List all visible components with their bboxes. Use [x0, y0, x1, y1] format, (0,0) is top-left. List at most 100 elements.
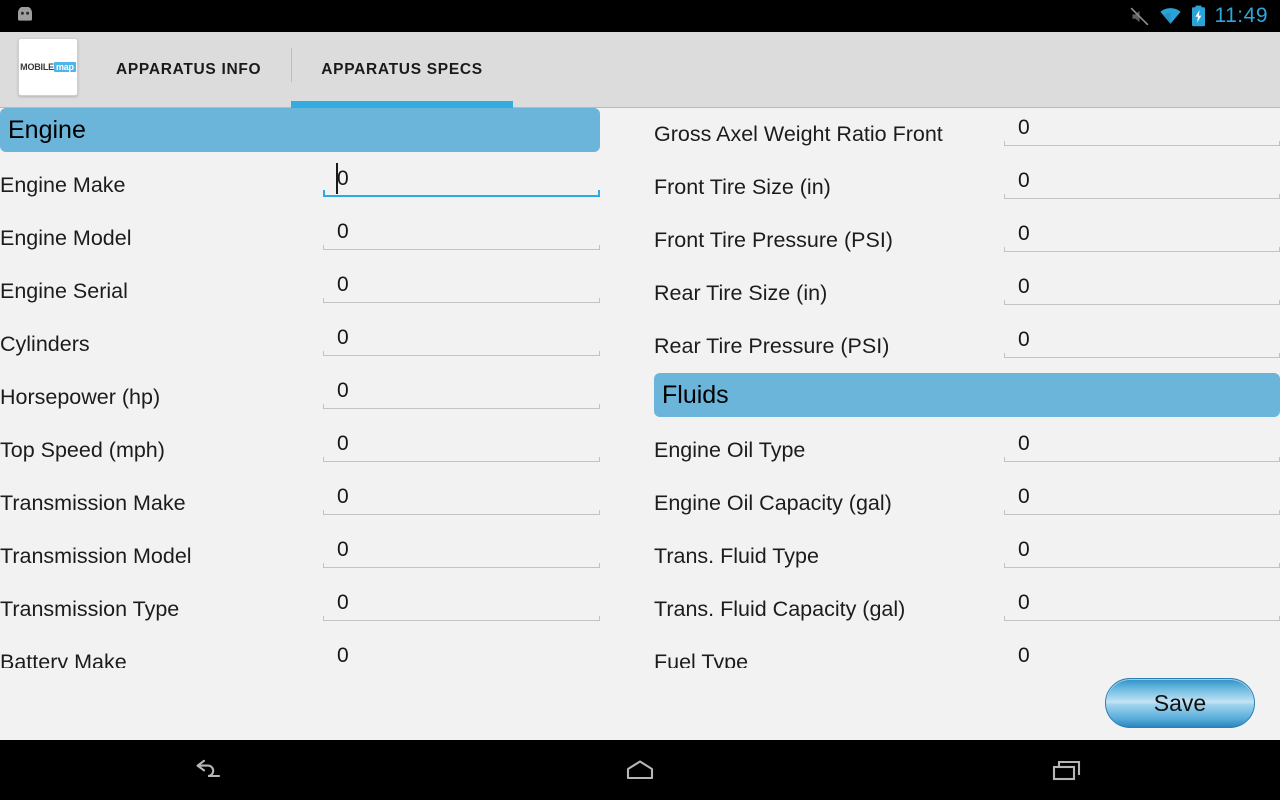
field-cylinders-value: 0	[337, 326, 349, 349]
field-top-speed-mph-input[interactable]: 0	[323, 430, 600, 470]
recents-icon	[1052, 760, 1080, 781]
input-underline	[1004, 616, 1280, 621]
field-engine-serial-label: Engine Serial	[0, 279, 128, 303]
field-gross-axel-weight-ratio-front-label: Gross Axel Weight Ratio Front	[654, 122, 943, 146]
form-row: Horsepower (hp) 0	[0, 371, 600, 424]
input-underline	[1004, 353, 1280, 358]
input-underline	[1004, 563, 1280, 568]
form-row: Transmission Type 0	[0, 583, 600, 636]
tab-bar: MOBILE map APPARATUS INFO APPARATUS SPECS	[0, 32, 1280, 108]
field-engine-oil-capacity-gal-input[interactable]: 0	[1004, 483, 1280, 523]
field-engine-model-input[interactable]: 0	[323, 218, 600, 258]
field-front-tire-pressure-psi-input[interactable]: 0	[1004, 220, 1280, 260]
status-bar-right: 11:49	[1129, 4, 1280, 28]
input-underline	[1004, 300, 1280, 305]
field-engine-serial-input[interactable]: 0	[323, 271, 600, 311]
field-engine-make-label: Engine Make	[0, 173, 126, 197]
form-row: Front Tire Size (in) 0	[654, 161, 1280, 214]
field-transmission-type-value: 0	[337, 591, 349, 614]
field-engine-oil-capacity-gal-value: 0	[1018, 485, 1030, 508]
logo-text-mobile: MOBILE	[20, 62, 54, 72]
field-top-speed-mph-value: 0	[337, 432, 349, 455]
mute-icon	[1130, 7, 1148, 25]
status-bar: 11:49	[0, 0, 1280, 32]
status-bar-left	[0, 7, 36, 25]
section-header-fluids: Fluids	[654, 373, 1280, 417]
field-rear-tire-pressure-psi-value: 0	[1018, 328, 1030, 351]
mobilemap-logo[interactable]: MOBILE map	[18, 38, 78, 96]
field-rear-tire-pressure-psi-input[interactable]: 0	[1004, 326, 1280, 366]
field-gross-axel-weight-ratio-front-value: 0	[1018, 116, 1030, 139]
field-rear-tire-size-in-label: Rear Tire Size (in)	[654, 281, 828, 305]
field-horsepower-hp-input[interactable]: 0	[323, 377, 600, 417]
field-horsepower-hp-label: Horsepower (hp)	[0, 385, 161, 409]
form-row: Rear Tire Pressure (PSI) 0	[654, 320, 1280, 373]
form-row: Engine Serial 0	[0, 265, 600, 318]
field-battery-make-value: 0	[337, 644, 349, 667]
field-fuel-type-label: Fuel Type	[654, 650, 749, 668]
input-underline	[323, 190, 600, 197]
field-cylinders-input[interactable]: 0	[323, 324, 600, 364]
field-gross-axel-weight-ratio-front-input[interactable]: 0	[1004, 114, 1280, 154]
wifi-icon	[1159, 8, 1181, 24]
form-row: Transmission Model 0	[0, 530, 600, 583]
form-row: Transmission Make 0	[0, 477, 600, 530]
form-row: Battery Make 0	[0, 636, 600, 668]
field-front-tire-size-in-label: Front Tire Size (in)	[654, 175, 831, 199]
input-underline	[323, 298, 600, 303]
field-transmission-make-input[interactable]: 0	[323, 483, 600, 523]
tab-apparatus-info-label: APPARATUS INFO	[116, 61, 262, 78]
right-column: Gross Axel Weight Ratio Front 0 Front Tire…	[640, 108, 1280, 668]
field-trans-fluid-type-input[interactable]: 0	[1004, 536, 1280, 576]
field-engine-oil-type-input[interactable]: 0	[1004, 430, 1280, 470]
logo-text: MOBILE map	[20, 62, 76, 72]
form-row: Fuel Type 0	[654, 636, 1280, 668]
left-column-rows: Engine Make 0 Engine Model 0 Engine Serial 0 C…	[0, 159, 600, 668]
specs-form: Engine Engine Make 0 Engine Model 0 Engine S…	[0, 108, 1280, 668]
field-fuel-type-input[interactable]: 0	[1004, 642, 1280, 668]
field-engine-oil-capacity-gal-label: Engine Oil Capacity (gal)	[654, 491, 892, 515]
field-rear-tire-size-in-value: 0	[1018, 275, 1030, 298]
tab-apparatus-specs-label: APPARATUS SPECS	[321, 61, 483, 78]
form-row: Cylinders 0	[0, 318, 600, 371]
field-engine-oil-type-value: 0	[1018, 432, 1030, 455]
field-engine-model-value: 0	[337, 220, 349, 243]
back-button[interactable]	[153, 746, 273, 794]
field-trans-fluid-capacity-gal-value: 0	[1018, 591, 1030, 614]
form-row: Trans. Fluid Type 0	[654, 530, 1280, 583]
input-underline	[1004, 510, 1280, 515]
input-underline	[323, 457, 600, 462]
android-robot-icon	[18, 7, 32, 21]
form-row: Engine Oil Capacity (gal) 0	[654, 477, 1280, 530]
right-column-rows-bottom: Engine Oil Type 0 Engine Oil Capacity (gal…	[654, 424, 1280, 668]
field-transmission-model-input[interactable]: 0	[323, 536, 600, 576]
tab-apparatus-info[interactable]: APPARATUS INFO	[86, 32, 291, 108]
input-underline	[1004, 247, 1280, 252]
field-trans-fluid-type-value: 0	[1018, 538, 1030, 561]
field-battery-make-label: Battery Make	[0, 650, 127, 668]
save-button[interactable]: Save	[1105, 678, 1255, 728]
form-row: Front Tire Pressure (PSI) 0	[654, 214, 1280, 267]
left-column: Engine Engine Make 0 Engine Model 0 Engine S…	[0, 108, 640, 668]
field-transmission-model-value: 0	[337, 538, 349, 561]
field-engine-make-input[interactable]: 0	[323, 163, 600, 205]
field-trans-fluid-capacity-gal-label: Trans. Fluid Capacity (gal)	[654, 597, 906, 621]
input-underline	[323, 245, 600, 250]
tab-apparatus-specs[interactable]: APPARATUS SPECS	[291, 32, 513, 108]
section-header-engine: Engine	[0, 108, 600, 152]
field-transmission-type-input[interactable]: 0	[323, 589, 600, 629]
input-underline	[1004, 141, 1280, 146]
field-front-tire-pressure-psi-label: Front Tire Pressure (PSI)	[654, 228, 893, 252]
text-caret	[336, 163, 338, 194]
section-header-engine-label: Engine	[8, 115, 86, 144]
recents-button[interactable]	[1007, 746, 1127, 794]
home-button[interactable]	[580, 746, 700, 794]
battery-charging-icon	[1191, 5, 1205, 27]
field-front-tire-size-in-input[interactable]: 0	[1004, 167, 1280, 207]
android-nav-bar	[0, 740, 1280, 800]
field-battery-make-input[interactable]: 0	[323, 642, 600, 668]
input-underline	[323, 616, 600, 621]
field-rear-tire-size-in-input[interactable]: 0	[1004, 273, 1280, 313]
field-trans-fluid-capacity-gal-input[interactable]: 0	[1004, 589, 1280, 629]
section-header-fluids-label: Fluids	[662, 380, 729, 409]
